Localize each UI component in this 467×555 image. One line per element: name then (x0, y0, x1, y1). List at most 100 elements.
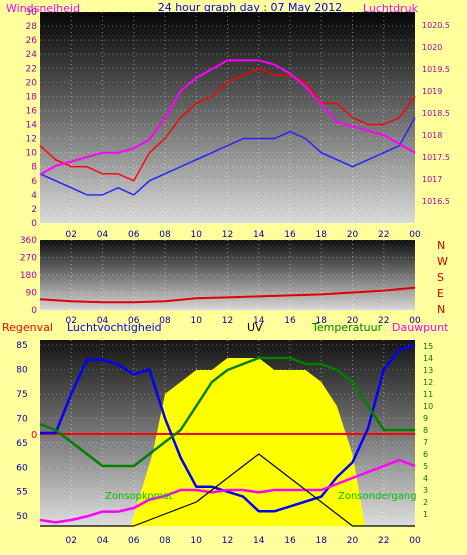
panel3-x-tick-08: 08 (159, 536, 171, 546)
direction-tick-180: 180 (20, 271, 37, 281)
humidity-tick-60: 60 (16, 463, 28, 473)
pressure-tick-1019: 1019 (422, 87, 442, 96)
humidity-line (40, 343, 416, 513)
wind-tick-12: 12 (26, 135, 37, 145)
uv-label: UV (247, 321, 263, 334)
direction-tick-90: 90 (26, 289, 38, 299)
humidity-tick-85: 85 (16, 341, 27, 351)
humidity-tick-75: 75 (16, 390, 27, 400)
panel2-x-tick-06: 06 (128, 316, 140, 326)
panel1-x-tick-06: 06 (128, 230, 140, 240)
wind-tick-28: 28 (26, 22, 38, 32)
wind-tick-4: 4 (31, 191, 37, 201)
panel2-x-tick-04: 04 (97, 316, 109, 326)
panel1-x-tick-16: 16 (284, 230, 296, 240)
humidity-tick-50: 50 (16, 512, 28, 522)
panel1-x-tick-18: 18 (316, 230, 328, 240)
pressure-tick-1018.5: 1018.5 (422, 109, 450, 118)
pressure-line (39, 59, 416, 176)
panel3-marks (39, 343, 416, 527)
panel3-x-tick-12: 12 (222, 536, 233, 546)
wind-speed-line (39, 117, 416, 196)
temperature-tick-8: 8 (423, 426, 428, 435)
pressure-tick-1020: 1020 (422, 43, 442, 52)
pressure-tick-1019.5: 1019.5 (422, 65, 450, 74)
wind-tick-10: 10 (26, 149, 38, 159)
pressure-tick-1017.5: 1017.5 (422, 153, 450, 162)
panel3-x-tick-22: 22 (378, 536, 389, 546)
panel1-x-tick-12: 12 (222, 230, 233, 240)
panel2-x-tick-10: 10 (191, 316, 203, 326)
wind-tick-24: 24 (26, 50, 38, 60)
temperature-tick-2: 2 (423, 498, 428, 507)
solar-area (130, 358, 365, 526)
panel3-x-tick-14: 14 (253, 536, 265, 546)
panel2-marks (39, 286, 416, 304)
panel2-x-tick-20: 20 (347, 316, 359, 326)
temperature-tick-1: 1 (423, 510, 428, 519)
wind-tick-30: 30 (26, 8, 38, 18)
wind-gust-line (39, 67, 416, 182)
panel1-x-tick-08: 08 (159, 230, 171, 240)
pressure-tick-1020.5: 1020.5 (422, 21, 450, 30)
humidity-tick-55: 55 (16, 488, 27, 498)
wind-tick-8: 8 (31, 163, 37, 173)
temperature-tick-12: 12 (423, 378, 433, 387)
wind-tick-6: 6 (31, 177, 37, 187)
wind-tick-2: 2 (31, 205, 37, 215)
compass-label-1: W (437, 255, 448, 268)
panel1-x-tick-10: 10 (191, 230, 203, 240)
pressure-tick-1018: 1018 (422, 131, 442, 140)
panel3-x-tick-04: 04 (97, 536, 109, 546)
panel1-marks (39, 59, 416, 196)
panel3-x-tick-10: 10 (191, 536, 203, 546)
direction-tick-360: 360 (20, 236, 37, 246)
wind-direction-line (39, 286, 416, 304)
panel2-x-tick-18: 18 (316, 316, 328, 326)
panel2-x-tick-12: 12 (222, 316, 233, 326)
panel2-x-tick-16: 16 (284, 316, 296, 326)
uv-line (40, 453, 415, 527)
compass-label-0: N (437, 239, 445, 252)
temperature-tick-5: 5 (423, 462, 428, 471)
panel2-x-tick-00: 00 (409, 316, 421, 326)
wind-tick-0: 0 (31, 219, 37, 229)
temperature-tick-3: 3 (423, 486, 428, 495)
compass-label-4: N (437, 303, 445, 316)
panel1-x-tick-20: 20 (347, 230, 359, 240)
dewpoint-label: Dauwpunt (392, 321, 449, 334)
dewpoint-line (39, 458, 416, 524)
wind-tick-14: 14 (26, 121, 38, 131)
panel3-x-tick-06: 06 (128, 536, 140, 546)
temperature-tick-7: 7 (423, 438, 428, 447)
temperature-line (39, 356, 415, 468)
panel1-x-tick-14: 14 (253, 230, 265, 240)
compass-label-3: E (437, 287, 444, 300)
humidity-label: Luchtvochtigheid (67, 321, 162, 334)
panel3-x-tick-00: 00 (409, 536, 421, 546)
panel3-x-tick-02: 02 (66, 536, 77, 546)
chart-title: 24 hour graph day : 07 May 2012 (158, 1, 343, 14)
panel1-background (40, 12, 415, 223)
panel2-x-tick-22: 22 (378, 316, 389, 326)
pressure-axis-label: Luchtdruk (363, 2, 419, 15)
sunset-label: Zonsondergang (338, 491, 417, 502)
panel1-x-tick-22: 22 (378, 230, 389, 240)
temperature-tick-6: 6 (423, 450, 428, 459)
temperature-tick-14: 14 (423, 354, 433, 363)
panel2-x-tick-02: 02 (66, 316, 77, 326)
panel3-x-tick-18: 18 (316, 536, 328, 546)
wind-tick-26: 26 (26, 36, 38, 46)
compass-label-2: S (437, 271, 444, 284)
wind-tick-18: 18 (26, 92, 38, 102)
temperature-tick-15: 15 (423, 342, 433, 351)
wind-tick-16: 16 (26, 106, 38, 116)
humidity-tick-70: 70 (16, 414, 28, 424)
panel1-tick-labels: 0246810121416182022242628301016.51017101… (26, 8, 450, 240)
panel1-x-tick-00: 00 (409, 230, 421, 240)
wind-tick-20: 20 (26, 78, 38, 88)
humidity-tick-80: 80 (16, 365, 28, 375)
